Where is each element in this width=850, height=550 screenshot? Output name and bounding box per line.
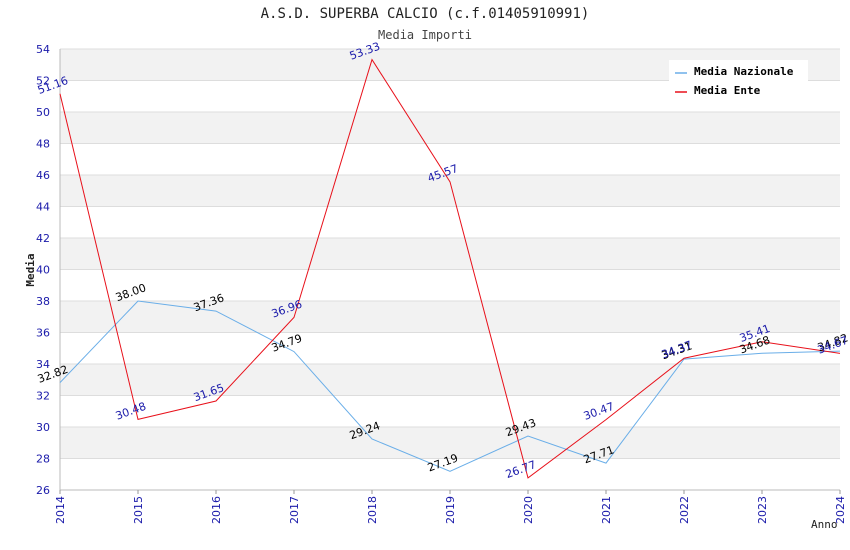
y-tick-label: 26 [36,484,50,497]
y-tick-label: 46 [36,169,50,182]
y-tick-label: 38 [36,295,50,308]
grid-band [60,301,840,333]
y-tick-label: 44 [36,201,50,214]
y-tick-label: 34 [36,358,50,371]
y-tick-label: 54 [36,43,50,56]
grid-band [60,238,840,270]
x-axis-label: Anno [811,518,838,531]
y-axis-ticks: 26 28 30 32 34 36 38 40 42 44 46 48 50 52 54 [36,43,50,497]
legend: Media Nazionale Media Ente [669,60,808,102]
y-axis-label: Media [24,253,37,286]
x-axis-ticks: 2014 2015 2016 2017 2018 2019 2020 2021 2022 2023… [54,490,847,524]
series-line-media-ente [59,58,841,479]
y-tick-label: 32 [36,390,50,403]
y-tick-label: 50 [36,106,50,119]
x-tick-label: 2014 [54,496,67,524]
x-tick-label: 2023 [756,496,769,524]
x-tick-label: 2019 [444,496,457,524]
x-tick-label: 2024 [834,496,847,524]
legend-box [669,60,808,102]
y-tick-label: 42 [36,232,50,245]
grid-band [60,364,840,396]
grid-bands [60,49,840,459]
y-tick-label: 30 [36,421,50,434]
x-tick-label: 2022 [678,496,691,524]
x-tick-label: 2016 [210,496,223,524]
y-tick-label: 28 [36,453,50,466]
series-lines [59,58,841,479]
x-tick-label: 2018 [366,496,379,524]
chart-title: A.S.D. SUPERBA CALCIO (c.f.01405910991) [261,6,590,22]
x-tick-label: 2017 [288,496,301,524]
y-tick-label: 36 [36,327,50,340]
y-tick-label: 48 [36,138,50,151]
y-tick-label: 52 [36,75,50,88]
x-tick-label: 2015 [132,496,145,524]
grid-band [60,427,840,459]
grid-band [60,112,840,144]
x-tick-label: 2020 [522,496,535,524]
grid-band [60,175,840,207]
chart-subtitle: Media Importi [378,28,472,42]
y-tick-label: 40 [36,264,50,277]
x-tick-label: 2021 [600,496,613,524]
series-line-media-nazionale [59,300,841,472]
legend-label-media-nazionale: Media Nazionale [694,65,794,78]
legend-label-media-ente: Media Ente [694,84,761,97]
